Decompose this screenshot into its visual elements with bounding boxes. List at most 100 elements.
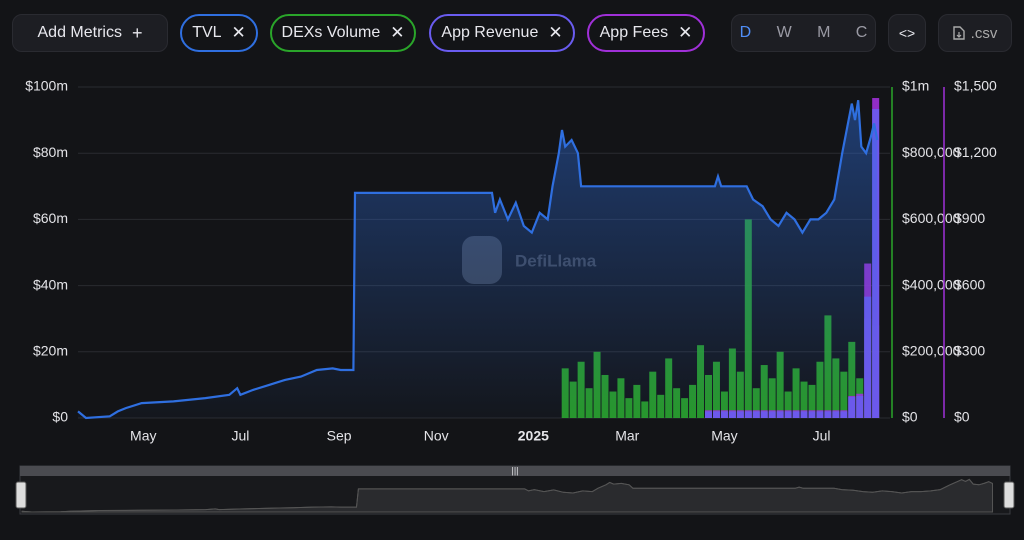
y-tick-label: $20m (33, 343, 68, 359)
metric-chip[interactable]: App Revenue ✕ (429, 14, 575, 52)
bar (712, 411, 720, 418)
add-metrics-label: Add Metrics (37, 24, 122, 41)
bar (832, 358, 840, 418)
navigator-frame (19, 465, 1011, 515)
bar (657, 394, 665, 418)
bar (856, 393, 864, 418)
bar (824, 315, 832, 418)
metric-chip[interactable]: DEXs Volume ✕ (270, 14, 416, 52)
x-tick-label: May (711, 428, 737, 444)
bar (864, 263, 872, 418)
chip-label: TVL (192, 24, 222, 41)
tvl-area (21, 478, 994, 513)
bar (752, 410, 760, 418)
bar (832, 410, 840, 418)
bar (800, 410, 808, 418)
bar (784, 391, 792, 418)
bar (744, 411, 752, 418)
bar (840, 371, 848, 418)
plus-icon: + (131, 22, 143, 43)
add-metrics-button[interactable]: Add Metrics + (12, 14, 168, 52)
bar (712, 410, 720, 418)
bar (760, 410, 768, 418)
bar (704, 410, 712, 418)
bar (776, 351, 784, 418)
bar (704, 374, 712, 418)
bar (697, 345, 705, 418)
bar (768, 410, 776, 418)
metric-chip[interactable]: TVL ✕ (180, 14, 258, 52)
y-tick-label: $100m (25, 78, 68, 94)
bar (824, 410, 832, 418)
y2-tick-label: $1m (902, 78, 929, 94)
bar (736, 410, 744, 418)
x-tick-label: Sep (327, 428, 352, 444)
navigator-handle[interactable] (1003, 481, 1015, 509)
bar (800, 381, 808, 418)
bar (792, 368, 800, 418)
bar (784, 411, 792, 418)
bar (752, 411, 760, 418)
y-tick-label: $40m (33, 276, 68, 292)
bar (776, 410, 784, 418)
bar (585, 388, 593, 418)
bar (561, 368, 569, 418)
chip-close: ✕ (390, 23, 405, 42)
csv-button[interactable]: .csv (938, 14, 1012, 52)
bar (569, 381, 577, 418)
bar (736, 371, 744, 418)
y2-tick-label: $0 (902, 409, 918, 425)
bar (673, 388, 681, 418)
navigator-bar (20, 466, 1010, 476)
bar (840, 411, 848, 418)
bar (808, 411, 816, 418)
bar (728, 410, 736, 418)
metric-chip[interactable]: App Fees ✕ (587, 14, 705, 52)
x-tick-label: Jul (231, 428, 249, 444)
y2-tick-label: $600,000 (902, 210, 961, 226)
bar (633, 384, 641, 418)
embed-button[interactable]: <> (888, 14, 926, 52)
bar (792, 410, 800, 418)
bar (816, 361, 824, 418)
bar (744, 219, 752, 418)
bar (832, 411, 840, 418)
bar (768, 411, 776, 418)
bar (808, 410, 816, 418)
y3-tick-label: $0 (954, 409, 970, 425)
bar (593, 351, 601, 418)
bar (617, 378, 625, 418)
period-option[interactable]: M (817, 24, 831, 41)
bar (577, 361, 585, 418)
period-option[interactable]: D (739, 24, 752, 41)
bar (752, 388, 760, 418)
bar (665, 358, 673, 418)
y2-tick-label: $200,000 (902, 343, 961, 359)
bar (776, 411, 784, 418)
bar (848, 395, 856, 418)
bar (736, 411, 744, 418)
file-icon (952, 26, 965, 40)
bar (872, 109, 880, 419)
bar (728, 411, 736, 418)
bar (864, 296, 872, 418)
watermark-text: DefiLlama (515, 251, 597, 270)
bar (872, 98, 880, 419)
y2-tick-label: $400,000 (902, 276, 961, 292)
bar (641, 401, 649, 418)
bar (712, 361, 720, 418)
period-option[interactable]: W (776, 24, 792, 41)
embed-label: <> (898, 25, 916, 41)
y3-tick-label: $300 (954, 343, 985, 359)
bar (768, 378, 776, 418)
bar (649, 371, 657, 418)
bar (601, 374, 609, 418)
bar (800, 411, 808, 418)
period-option[interactable]: C (855, 24, 868, 41)
navigator-handle[interactable] (15, 481, 27, 509)
bar (609, 391, 617, 418)
y-tick-label: $60m (33, 210, 68, 226)
x-tick-label: 2025 (518, 428, 549, 444)
